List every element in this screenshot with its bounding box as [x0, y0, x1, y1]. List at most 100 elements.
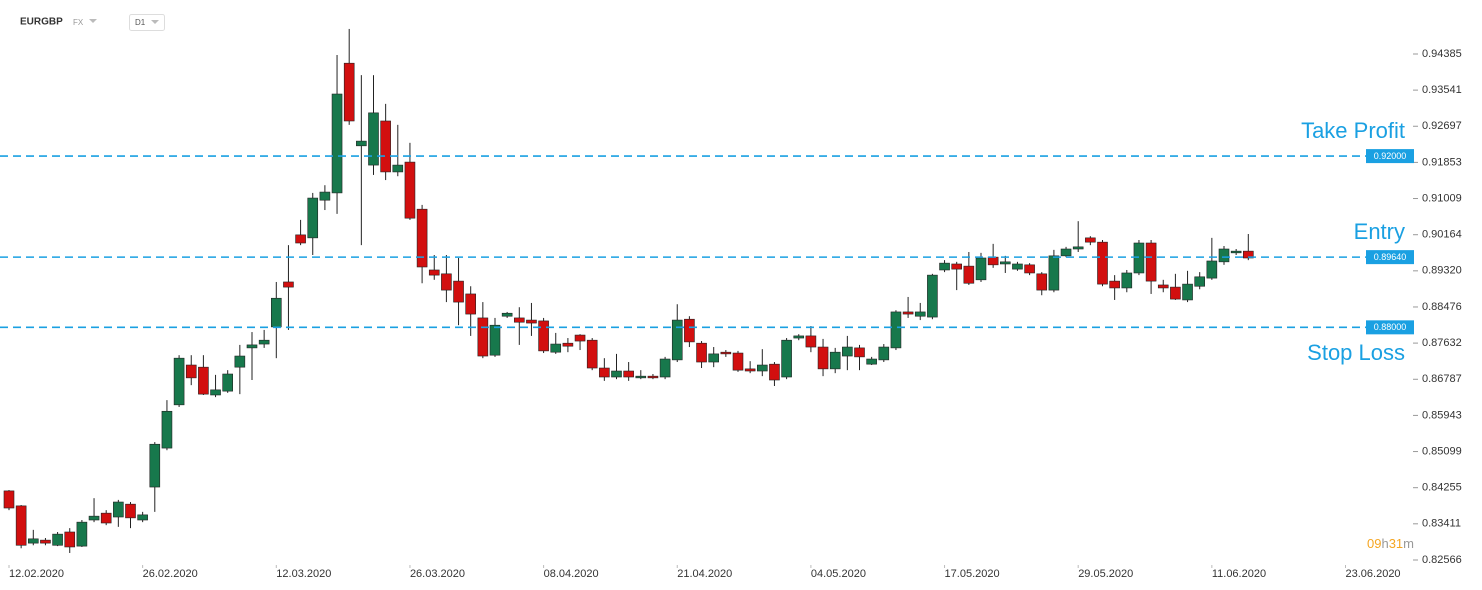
x-tick-label: 12.02.2020 [9, 568, 64, 580]
candle-body [368, 112, 379, 166]
candle-body [441, 273, 452, 291]
candle-body [1109, 280, 1120, 289]
candle-body [210, 389, 221, 396]
x-tick-label: 21.04.2020 [677, 568, 732, 580]
candle-body [538, 320, 549, 352]
market-caret[interactable] [89, 19, 97, 23]
candle-body [173, 357, 185, 406]
candle-body [927, 274, 938, 318]
timeframe-box[interactable] [129, 14, 165, 31]
timeframe[interactable]: D1 [135, 18, 146, 27]
candle-body [914, 311, 926, 317]
x-tick-label: 04.05.2020 [811, 568, 866, 580]
candle-body [489, 324, 501, 356]
candle-body [380, 120, 391, 173]
candle-body [611, 370, 622, 378]
level-name: Entry [1354, 219, 1405, 244]
candle-body [769, 363, 780, 381]
countdown-part: 31 [1389, 536, 1403, 551]
symbol[interactable]: EURGBP [20, 17, 63, 28]
candle-body [234, 355, 246, 368]
candle-body [878, 346, 890, 361]
countdown-part: 09 [1367, 536, 1381, 551]
candle-body [1170, 286, 1181, 300]
candle-body [1036, 273, 1048, 291]
candle-body [854, 347, 865, 358]
candle-body [513, 317, 525, 323]
candle-body [295, 234, 306, 244]
candle-body [125, 503, 136, 519]
x-tick-label: 26.03.2020 [410, 568, 465, 580]
candle-body [40, 539, 51, 544]
candle-body [1182, 283, 1193, 301]
candle-body [756, 364, 768, 372]
candle-body [1243, 250, 1254, 259]
level-value-box [1366, 250, 1414, 265]
candle-body [999, 261, 1011, 265]
candle-body [1194, 276, 1206, 287]
level-value-box [1366, 149, 1414, 164]
y-tick-label: 0.85943 [1422, 409, 1462, 421]
candle-body [720, 351, 732, 355]
y-tick-label: 0.90164 [1422, 229, 1462, 241]
candle-body [1133, 242, 1145, 274]
candle-body [635, 375, 647, 379]
candle-body [1206, 260, 1218, 279]
candle-body [246, 344, 258, 349]
candle-body [307, 197, 319, 239]
x-tick-label: 26.02.2020 [143, 568, 198, 580]
candle-body [3, 490, 15, 509]
candle-body [781, 339, 792, 378]
candle-body [1012, 263, 1023, 270]
candle-body [100, 512, 112, 524]
candle-body [283, 281, 294, 288]
y-tick-label: 0.88476 [1422, 301, 1462, 313]
candle-body [416, 208, 428, 268]
candle-body [356, 140, 367, 147]
candle-body [732, 352, 744, 371]
candle-body [659, 358, 671, 378]
candle-body [829, 351, 841, 370]
candle-body [1024, 264, 1035, 274]
candle-body [137, 514, 148, 521]
candle-body [599, 367, 610, 378]
candle-body [623, 370, 634, 378]
candle-body [465, 293, 476, 315]
candle-body [866, 358, 877, 365]
candle-body [951, 263, 962, 270]
timeframe-caret[interactable] [151, 20, 159, 24]
candle-body [501, 312, 513, 317]
candle-body [1060, 248, 1072, 257]
countdown: 09h31m [1367, 536, 1414, 551]
candle-body [453, 280, 464, 303]
candle-body [1157, 284, 1169, 289]
candle-body [52, 533, 63, 546]
candle-body [744, 368, 756, 372]
candle-body [343, 62, 355, 122]
level-value-box [1366, 320, 1414, 335]
level-name: Take Profit [1301, 118, 1405, 143]
candle-body [562, 342, 574, 347]
candle-body [1145, 242, 1157, 282]
candle-body [404, 161, 416, 219]
countdown-part: m [1403, 536, 1414, 551]
candle-body [1218, 248, 1230, 263]
candle-body [428, 269, 440, 276]
x-tick-label: 17.05.2020 [945, 568, 1000, 580]
candle-body [477, 317, 489, 357]
candle-body [1097, 241, 1108, 285]
candle-body [185, 364, 197, 379]
y-tick-label: 0.83411 [1422, 518, 1461, 530]
y-tick-label: 0.94385 [1422, 48, 1462, 60]
candle-body [842, 346, 853, 357]
y-tick-label: 0.91853 [1422, 156, 1462, 168]
candle-body [1048, 255, 1060, 291]
y-tick-label: 0.84255 [1422, 482, 1462, 494]
y-tick-label: 0.91009 [1422, 192, 1462, 204]
x-tick-label: 12.03.2020 [276, 568, 331, 580]
y-tick-label: 0.93541 [1422, 84, 1462, 96]
candle-body [1230, 250, 1242, 254]
level-value-label: 0.92000 [1374, 151, 1407, 161]
candle-body [1085, 237, 1096, 243]
candle-body [574, 334, 586, 342]
